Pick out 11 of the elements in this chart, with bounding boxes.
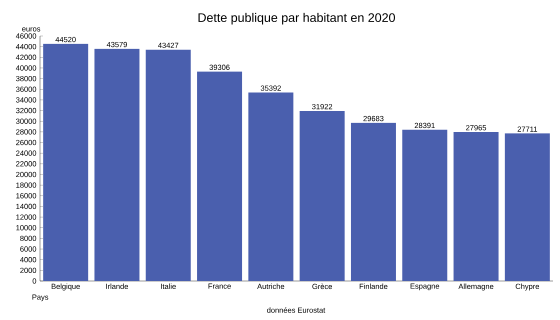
bar [146,50,191,281]
bar [504,133,550,281]
bar [248,92,294,281]
bar [94,48,140,281]
bar [350,122,396,281]
chart-title: Dette publique par habitant en 2020 [198,12,395,24]
bar [197,72,242,281]
bar [300,110,345,281]
bar [454,132,499,281]
bar [43,44,88,281]
bar [402,130,448,281]
